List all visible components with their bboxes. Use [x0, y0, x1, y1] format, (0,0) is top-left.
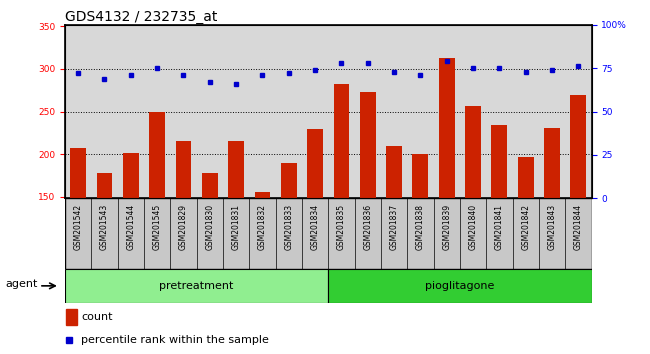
- Text: agent: agent: [5, 279, 38, 289]
- Bar: [150, 112, 165, 198]
- Text: GSM201834: GSM201834: [311, 204, 320, 250]
- Text: GSM201837: GSM201837: [389, 204, 398, 250]
- Text: GSM201835: GSM201835: [337, 204, 346, 250]
- Bar: [65, 198, 592, 269]
- Bar: [439, 58, 454, 198]
- Text: GSM201843: GSM201843: [547, 204, 556, 250]
- Text: GSM201829: GSM201829: [179, 204, 188, 250]
- Text: GSM201841: GSM201841: [495, 204, 504, 250]
- Text: GSM201831: GSM201831: [231, 204, 240, 250]
- Bar: [307, 129, 323, 198]
- Text: count: count: [81, 312, 112, 322]
- Text: percentile rank within the sample: percentile rank within the sample: [81, 335, 269, 346]
- Text: GSM201544: GSM201544: [126, 204, 135, 250]
- Text: GSM201830: GSM201830: [205, 204, 214, 250]
- Bar: [333, 84, 349, 198]
- Bar: [571, 95, 586, 198]
- Bar: [176, 141, 191, 198]
- Bar: [491, 125, 507, 198]
- Bar: [97, 173, 112, 198]
- Text: GSM201840: GSM201840: [469, 204, 478, 250]
- Bar: [123, 153, 138, 198]
- Bar: [281, 162, 296, 198]
- Bar: [328, 269, 592, 303]
- Bar: [70, 148, 86, 198]
- Text: GSM201832: GSM201832: [258, 204, 267, 250]
- Bar: [465, 105, 481, 198]
- Bar: [255, 192, 270, 198]
- Text: GSM201543: GSM201543: [100, 204, 109, 250]
- Text: GSM201838: GSM201838: [416, 204, 425, 250]
- Text: GDS4132 / 232735_at: GDS4132 / 232735_at: [65, 10, 217, 24]
- Bar: [202, 173, 218, 198]
- Text: GSM201839: GSM201839: [442, 204, 451, 250]
- Bar: [360, 92, 376, 198]
- Text: GSM201842: GSM201842: [521, 204, 530, 250]
- Bar: [386, 145, 402, 198]
- Bar: [544, 128, 560, 198]
- Text: GSM201542: GSM201542: [73, 204, 83, 250]
- Text: pretreatment: pretreatment: [159, 281, 234, 291]
- Text: GSM201836: GSM201836: [363, 204, 372, 250]
- Bar: [65, 269, 328, 303]
- Bar: [413, 154, 428, 198]
- Bar: [228, 141, 244, 198]
- Text: GSM201545: GSM201545: [153, 204, 162, 250]
- Bar: [66, 309, 77, 325]
- Text: pioglitagone: pioglitagone: [425, 281, 495, 291]
- Bar: [518, 156, 534, 198]
- Text: GSM201844: GSM201844: [574, 204, 583, 250]
- Text: GSM201833: GSM201833: [284, 204, 293, 250]
